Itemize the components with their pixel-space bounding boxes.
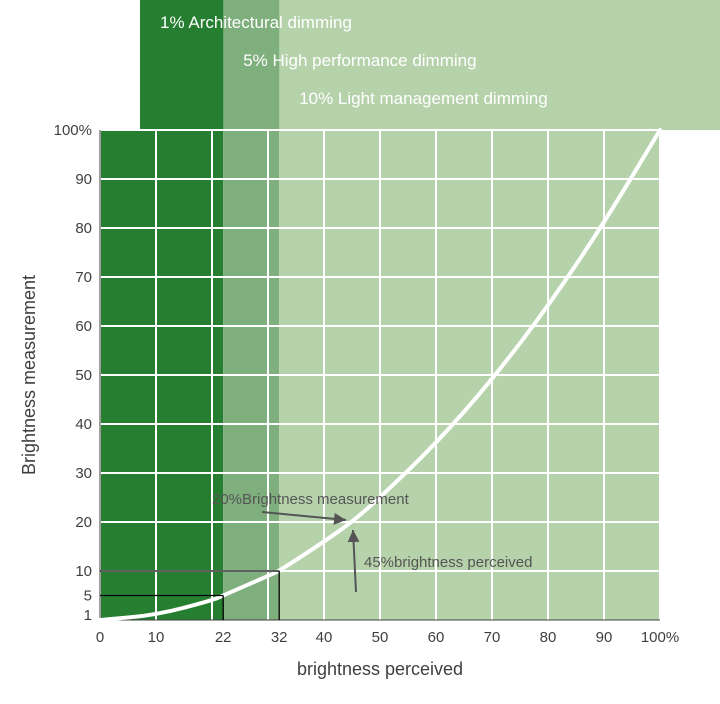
region-label-arch: 1% Architectural dimming [160, 13, 352, 32]
top-band: 1% Architectural dimming 5% High performa… [140, 0, 720, 130]
x-tick-label: 50 [372, 629, 389, 646]
y-tick-label: 5 [84, 588, 92, 605]
y-tick-label: 30 [75, 465, 92, 482]
x-tick-label: 70 [484, 629, 501, 646]
x-tick-label: 60 [428, 629, 445, 646]
y-axis-title: Brightness measurement [19, 275, 39, 475]
x-tick-label: 90 [596, 629, 613, 646]
x-tick-label: 32 [271, 629, 288, 646]
x-axis-title: brightness perceived [297, 659, 463, 679]
y-tick-label: 70 [75, 269, 92, 286]
x-tick-label: 10 [148, 629, 165, 646]
x-tick-label: 100% [641, 629, 679, 646]
y-tick-label: 100% [54, 122, 92, 139]
y-ticks: 1 5 10 20 30 40 50 60 70 80 90 100% [54, 122, 92, 624]
annotation-perceived: 45%brightness perceived [364, 554, 532, 571]
y-tick-label: 60 [75, 318, 92, 335]
y-tick-label: 80 [75, 220, 92, 237]
x-tick-label: 22 [215, 629, 232, 646]
dimming-curve-chart: 1% Architectural dimming 5% High performa… [0, 0, 720, 704]
annotation-measurement: 20%Brightness measurement [212, 491, 410, 508]
y-tick-label: 90 [75, 171, 92, 188]
x-tick-label: 40 [316, 629, 333, 646]
x-tick-label: 80 [540, 629, 557, 646]
y-tick-label: 20 [75, 514, 92, 531]
region-label-high: 5% High performance dimming [243, 51, 476, 70]
x-tick-label: 0 [96, 629, 104, 646]
y-tick-label: 1 [84, 607, 92, 624]
y-tick-label: 40 [75, 416, 92, 433]
region-label-light: 10% Light management dimming [299, 89, 548, 108]
x-ticks: 0 10 22 32 40 50 60 70 80 90 100% [96, 629, 679, 646]
y-tick-label: 50 [75, 367, 92, 384]
y-tick-label: 10 [75, 563, 92, 580]
